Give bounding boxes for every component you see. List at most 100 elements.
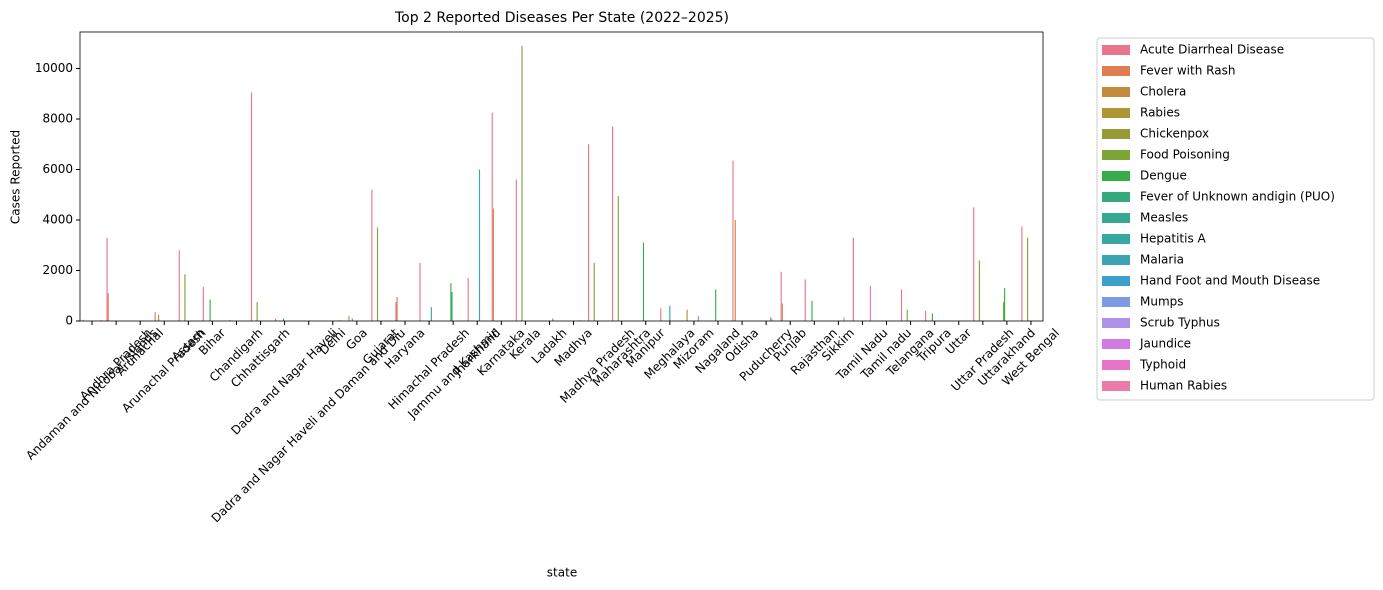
legend-swatch [1102,192,1130,202]
bar [430,307,432,321]
bar [669,305,671,321]
legend-label: Mumps [1140,295,1184,309]
bar [1021,226,1023,321]
bar [209,299,211,321]
bar [1004,288,1006,321]
legend-label: Jaundice [1139,337,1191,351]
legend-swatch [1102,360,1130,370]
legend-label: Dengue [1140,169,1187,183]
bar [906,309,908,321]
bar [1026,237,1029,321]
bar [275,318,277,321]
bar [925,310,927,321]
legend-swatch [1102,276,1130,286]
bar [467,278,469,321]
legend-swatch [1102,213,1130,223]
y-tick-label: 4000 [42,212,73,226]
bar [552,318,554,321]
bar [419,262,421,321]
legend-swatch [1102,129,1130,139]
legend-label: Measles [1140,211,1188,225]
bar [973,207,975,321]
legend-label: Hand Foot and Mouth Disease [1140,274,1320,288]
legend-label: Malaria [1140,253,1184,267]
legend-box [1096,37,1375,401]
legend-label: Scrub Typhus [1140,316,1220,330]
bar [869,285,871,321]
bar [811,300,813,321]
legend-label: Rabies [1140,106,1180,120]
bar [250,92,253,321]
y-tick-label: 8000 [42,111,73,125]
bar [612,126,614,321]
legend-swatch [1102,66,1130,76]
bar [154,312,156,321]
legend-label: Acute Diarrheal Disease [1140,43,1284,57]
bar [158,314,160,321]
legend-swatch [1102,234,1130,244]
legend-label: Typhoid [1139,358,1186,372]
y-tick-label: 2000 [42,263,73,277]
bar [770,317,772,321]
legend-swatch [1102,87,1130,97]
legend-label: Cholera [1140,85,1186,99]
bar [395,302,397,321]
y-tick-label: 6000 [42,162,73,176]
bar [451,291,453,321]
bar [1002,302,1005,321]
bar [660,308,662,321]
bar [931,313,933,321]
bar [256,302,258,321]
plot-frame [79,31,1044,322]
x-tick-label: Goa [343,326,370,353]
bar [734,219,736,321]
legend-label: Hepatitis A [1140,232,1207,246]
bar [282,318,285,321]
bar [107,293,109,321]
legend-swatch [1102,45,1130,55]
bar [348,315,350,321]
x-axis-label: state [547,566,577,580]
legend-label: Fever of Unknown andigin (PUO) [1140,190,1335,204]
bar [202,286,204,321]
bar [521,45,523,322]
legend-swatch [1102,171,1130,181]
bar [587,144,590,321]
bar [478,169,481,321]
bar [106,237,108,321]
bar [492,208,494,321]
legend-label: Food Poisoning [1140,148,1230,162]
bar [900,289,903,321]
legend-label: Human Rabies [1140,379,1227,393]
bar [686,309,688,321]
bar [396,297,398,321]
legend-label: Fever with Rash [1140,64,1235,78]
chart-title: Top 2 Reported Diseases Per State (2022–… [394,10,729,26]
bar [617,196,619,321]
legend-swatch [1102,381,1130,391]
legend-swatch [1102,150,1130,160]
bar [376,227,379,321]
bar [178,250,180,321]
legend-swatch [1102,318,1130,328]
legend-label: Chickenpox [1140,127,1209,141]
legend-swatch [1102,255,1130,265]
bar [804,279,806,321]
legend-swatch [1102,297,1130,307]
legend-swatch [1102,339,1130,349]
bar [184,274,186,321]
bar [371,189,373,321]
bar [450,283,452,321]
bar [771,318,773,321]
bar [780,271,782,321]
y-axis-label: Cases Reported [9,130,23,224]
bar [697,315,700,321]
bar [852,237,854,321]
x-tick-label: Madhya Pradesh [557,326,637,406]
y-tick-label: 0 [65,314,73,328]
bar [732,160,734,321]
bar [843,317,845,321]
bar [351,318,353,321]
bar [593,262,595,321]
